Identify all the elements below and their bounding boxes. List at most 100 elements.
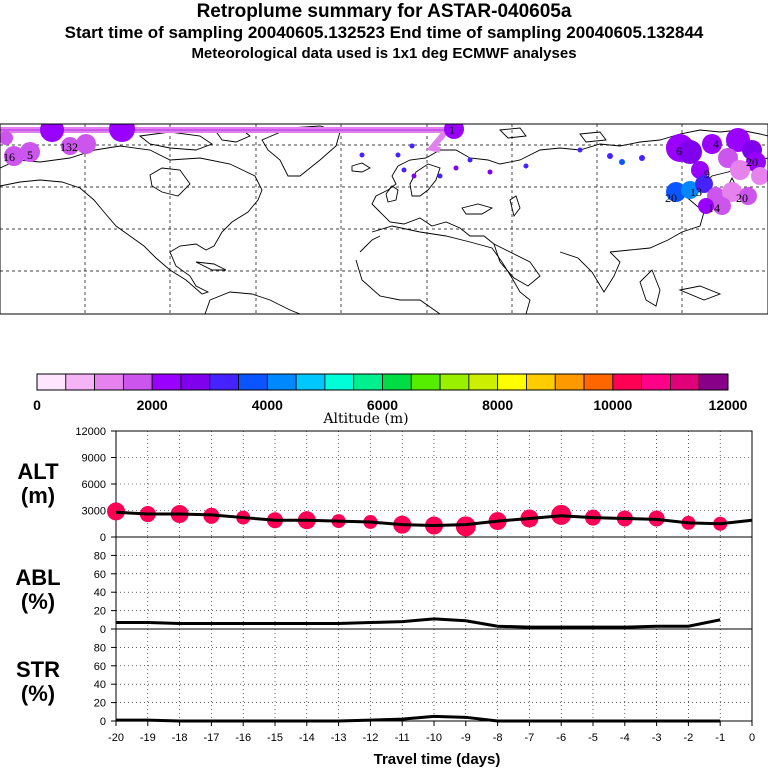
time-series-panels: 120009000600030000ALT(m)806040200ABL(%)8… bbox=[15, 426, 753, 728]
str-series-line bbox=[116, 714, 721, 723]
colorbar-cell bbox=[497, 373, 527, 391]
y-tick-label: 60 bbox=[94, 569, 106, 581]
colorbar-tick-label: 0 bbox=[33, 397, 41, 413]
x-tick-label: -19 bbox=[140, 732, 156, 744]
colorbar-cell bbox=[295, 373, 326, 391]
x-tick-label: -13 bbox=[331, 732, 347, 744]
colorbar-cell bbox=[583, 373, 614, 391]
map-label: 4 bbox=[713, 137, 719, 151]
panel-abl: 80 60 40 20 0 ABL(%) bbox=[15, 536, 753, 636]
colorbar-cell bbox=[612, 373, 643, 391]
x-tick-label: -11 bbox=[395, 732, 410, 744]
x-tick-label: -7 bbox=[525, 732, 535, 744]
x-tick-label: -14 bbox=[299, 732, 315, 744]
panel-frame bbox=[115, 628, 753, 722]
y-tick-label: 6000 bbox=[82, 479, 106, 491]
colorbar-cell bbox=[641, 373, 671, 391]
map-label: 20 bbox=[746, 155, 758, 169]
y-tick-label: 60 bbox=[94, 661, 106, 673]
colorbar-cell bbox=[698, 373, 729, 391]
y-tick-label: 0 bbox=[100, 716, 106, 728]
panel-label: ABL bbox=[15, 565, 60, 590]
map-day-labels: 16 5 132 1 6 4 20 13 20 14 9 20 bbox=[3, 123, 758, 215]
panel-frame bbox=[115, 536, 753, 630]
map-label: 16 bbox=[3, 150, 15, 164]
colorbar-tick-label: 10000 bbox=[593, 397, 632, 413]
right-plume-clusters bbox=[666, 128, 768, 215]
map-label: 6 bbox=[676, 144, 682, 158]
panel-label: STR bbox=[16, 657, 60, 682]
colorbar-cell bbox=[324, 373, 355, 391]
x-tick-label: -9 bbox=[461, 732, 471, 744]
map-label: 1 bbox=[449, 123, 455, 137]
colorbar-cell bbox=[94, 373, 124, 391]
y-tick-label: 80 bbox=[94, 642, 106, 654]
colorbar-cell bbox=[410, 373, 441, 391]
alt-marker bbox=[455, 516, 476, 537]
x-tick-label: -20 bbox=[108, 732, 124, 744]
x-tick-label: -8 bbox=[493, 732, 503, 744]
panel-label: ALT bbox=[17, 459, 59, 484]
x-tick-label: -10 bbox=[426, 732, 442, 744]
y-tick-label: 40 bbox=[94, 679, 106, 691]
colorbar-cell bbox=[122, 373, 153, 391]
retroplume-map: 16 5 132 1 6 4 20 13 20 14 9 20 bbox=[0, 123, 768, 315]
x-tick-label: -6 bbox=[556, 732, 566, 744]
colorbar-cell bbox=[36, 373, 67, 391]
x-tick-label: -3 bbox=[652, 732, 662, 744]
scattered-particles bbox=[359, 143, 645, 179]
abl-series-line bbox=[116, 617, 721, 629]
x-tick-label: -5 bbox=[588, 732, 598, 744]
colorbar-tick-label: 4000 bbox=[252, 397, 283, 413]
y-tick-label: 20 bbox=[94, 698, 106, 710]
y-tick-label: 20 bbox=[94, 606, 106, 618]
y-tick-label: 40 bbox=[94, 587, 106, 599]
map-frame bbox=[0, 123, 768, 315]
colorbar-cell bbox=[526, 373, 556, 391]
colorbar-cell bbox=[382, 373, 412, 391]
sampling-times: Start time of sampling 20040605.132523 E… bbox=[64, 23, 704, 42]
altitude-colorbar: 0 2000 4000 6000 8000 10000 12000 Altitude (m) bbox=[33, 373, 748, 427]
map-label: 14 bbox=[708, 201, 720, 215]
x-tick-label: -4 bbox=[620, 732, 630, 744]
x-tick-label: -16 bbox=[235, 732, 251, 744]
y-tick-label: 80 bbox=[94, 550, 106, 562]
panel-unit: (m) bbox=[21, 483, 55, 508]
panel-unit: (%) bbox=[21, 589, 55, 614]
colorbar-cell bbox=[439, 373, 470, 391]
colorbar-tick-label: 12000 bbox=[709, 397, 748, 413]
colorbar-cell bbox=[65, 373, 95, 391]
colorbar-cell bbox=[180, 373, 211, 391]
x-axis: -20 -19 -18 -17 -16 -15 -14 -13 -12 -11 -10 -9 -8 -7-… bbox=[108, 721, 755, 768]
map-label: 20 bbox=[665, 191, 677, 205]
map-label: 132 bbox=[60, 140, 78, 154]
colorbar-cell bbox=[151, 373, 182, 391]
x-tick-label: -12 bbox=[362, 732, 378, 744]
alt-marker bbox=[107, 502, 125, 521]
x-tick-label: -18 bbox=[172, 732, 188, 744]
x-tick-label: 0 bbox=[749, 732, 755, 744]
left-plume-clusters bbox=[0, 124, 464, 166]
chart-title: Retroplume summary for ASTAR-040605a bbox=[196, 1, 572, 22]
colorbar-cell bbox=[554, 373, 585, 391]
y-tick-label: 9000 bbox=[82, 453, 106, 465]
y-tick-label: 0 bbox=[100, 532, 106, 544]
map-label: 20 bbox=[736, 191, 748, 205]
x-axis-title: Travel time (days) bbox=[374, 751, 501, 768]
y-tick-label: 12000 bbox=[75, 426, 106, 438]
colorbar-cell bbox=[209, 373, 239, 391]
alt-series-line bbox=[115, 510, 753, 528]
met-data-note: Meteorological data used is 1x1 deg ECMW… bbox=[191, 45, 577, 62]
map-label: 13 bbox=[690, 185, 702, 199]
map-label: 9 bbox=[704, 167, 710, 181]
x-tick-label: -15 bbox=[267, 732, 283, 744]
x-tick-label: -2 bbox=[684, 732, 694, 744]
colorbar-cell bbox=[266, 373, 297, 391]
colorbar-cell bbox=[670, 373, 700, 391]
colorbar-tick-label: 2000 bbox=[137, 397, 168, 413]
panel-alt: 12000 9000 6000 3000 0 ALT(m) bbox=[17, 426, 753, 544]
y-tick-label: 0 bbox=[100, 624, 106, 636]
panel-str: 80 60 40 20 0 STR(%) bbox=[16, 628, 753, 728]
colorbar-cell bbox=[353, 373, 383, 391]
